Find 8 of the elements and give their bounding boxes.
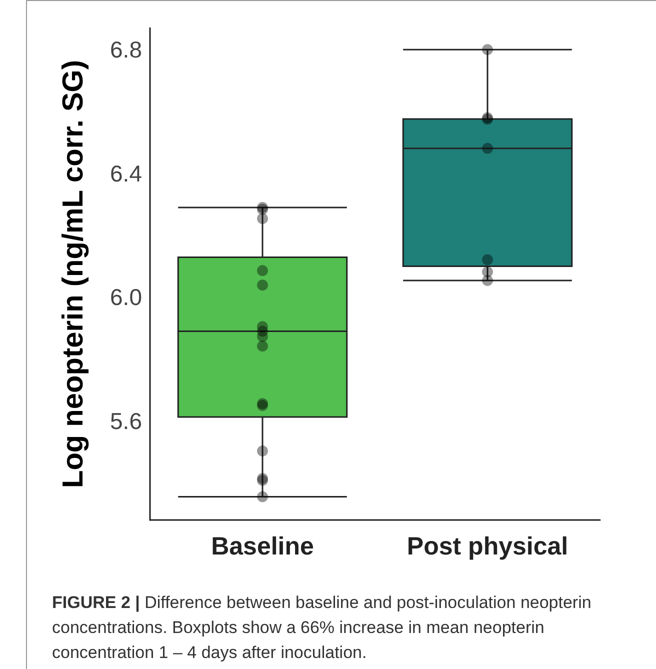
y-axis-title: Log neopterin (ng/mL corr. SG) [58,60,90,488]
y-tick-label: 6.8 [110,36,142,63]
x-tick-label: Baseline [211,532,314,560]
y-tick-label: 5.6 [110,408,142,434]
y-tick-label: 6.4 [110,160,142,186]
y-tick-label: 6.0 [110,284,142,310]
caption: FIGURE 2 | Difference between baseline and post-inoculation neopterin concentrations. Boxplots show a 66% increase in mean neopterin concentration 1 – 4 days after inoculation. [52,592,592,664]
x-tick-label: Post physical [406,532,568,560]
